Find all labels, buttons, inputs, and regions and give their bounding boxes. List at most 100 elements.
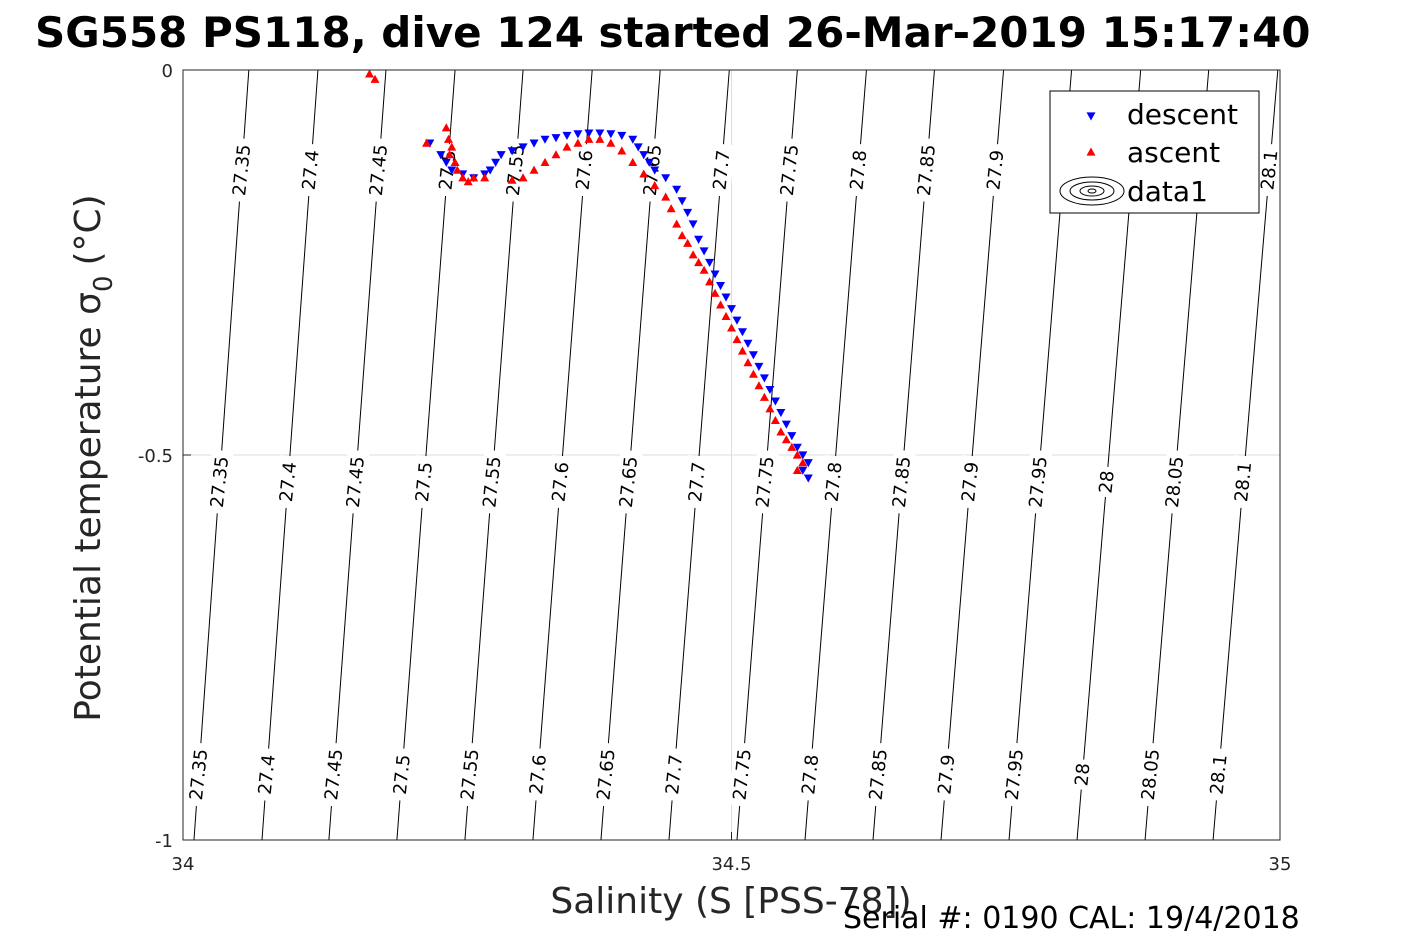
contour-label-27.95-row-1: 27.95	[1023, 449, 1053, 515]
y-axis-label-subscript: 0	[89, 275, 119, 292]
contour-label-bg	[205, 449, 234, 515]
contour-label-27.5-row-1: 27.5	[410, 454, 438, 509]
legend-marker-ascent	[1086, 147, 1096, 156]
descent-point-46	[776, 409, 786, 418]
descent-point-13	[540, 135, 550, 144]
contour-label-text: 28.1	[1207, 754, 1232, 796]
ascent-point-28	[666, 204, 676, 213]
ascent-point-6	[445, 150, 455, 159]
x-tick-label-1: 34.5	[711, 854, 751, 875]
contour-label-text: 27.8	[798, 754, 823, 796]
contour-label-27.7-row-1: 27.7	[683, 454, 711, 509]
contour-label-28.05-row-1: 28.05	[1160, 449, 1189, 515]
chart-title: SG558 PS118, dive 124 started 26-Mar-201…	[35, 8, 1311, 57]
contour-label-bg	[253, 747, 281, 802]
contour-label-bg	[981, 143, 1010, 198]
ascent-point-16	[540, 157, 550, 166]
contour-label-bg	[707, 143, 736, 198]
descent-point-41	[748, 351, 758, 360]
contour-label-bg	[1204, 747, 1233, 802]
y-axis-label-unit: (°C)	[68, 194, 109, 265]
contour-label-27.7-row-2: 27.7	[660, 747, 688, 802]
contour-label-bg	[614, 449, 643, 515]
ascent-point-31	[683, 238, 693, 247]
contour-label-bg	[844, 143, 873, 198]
y-axis-label: Potential temperature σ0 (°C)	[68, 194, 119, 721]
ascent-point-19	[573, 138, 583, 147]
legend-marker-descent	[1086, 112, 1096, 121]
ascent-point-33	[694, 258, 704, 267]
contour-label-text: 27.9	[934, 754, 959, 796]
ascent-point-40	[732, 335, 742, 344]
ascent-point-45	[759, 392, 769, 401]
ascent-point-51	[792, 450, 802, 459]
ascent-point-39	[727, 323, 736, 332]
ascent-point-47	[770, 415, 780, 424]
descent-point-26	[661, 174, 671, 183]
contour-label-bg	[274, 454, 302, 509]
ascent-point-52	[798, 458, 808, 467]
contour-line-27.6	[532, 69, 593, 841]
contour-line-27.7	[668, 69, 730, 841]
x-tick-label-0: 34	[172, 854, 195, 875]
descent-point-24	[644, 158, 654, 167]
contour-label-27.45-row-0: 27.45	[364, 137, 393, 203]
contour-label-28.1-row-0: 28.1	[1255, 143, 1284, 198]
ascent-point-17	[551, 150, 561, 159]
contour-label-bg	[864, 742, 893, 808]
contour-label-text: 27.7	[662, 754, 687, 796]
contour-label-bg	[819, 454, 848, 509]
ascent-point-37	[716, 300, 726, 309]
ascent-point-25	[639, 169, 649, 178]
ascent-point-49	[781, 435, 791, 444]
ascent-point-44	[754, 381, 764, 390]
contour-label-text: 27.8	[822, 461, 847, 503]
contour-label-bg	[750, 449, 780, 515]
ascent-point-46	[765, 404, 775, 413]
ascent-point-34	[699, 265, 709, 274]
descent-point-16	[573, 130, 583, 139]
descent-point-19	[606, 130, 616, 139]
axis-ticks: 34 34.5 35 0 -0.5 -1	[138, 61, 1292, 875]
legend-marker-data1	[1059, 176, 1125, 206]
contour-label-bg	[932, 747, 960, 802]
contour-label-27.8-row-1: 27.8	[819, 454, 848, 509]
ascent-point-38	[721, 311, 731, 320]
descent-point-33	[705, 258, 715, 267]
contour-label-bg	[1229, 454, 1257, 509]
descent-point-8	[491, 158, 501, 167]
contour-label-bg	[319, 742, 348, 808]
contour-label-27.6-row-2: 27.6	[524, 747, 552, 802]
contour-label-text: 27.8	[846, 149, 871, 191]
contour-line-28.1	[1212, 69, 1279, 841]
contour-label-27.4-row-1: 27.4	[274, 454, 302, 509]
descent-point-35	[716, 282, 726, 291]
legend-label-descent: descent	[1127, 98, 1238, 131]
descent-point-53	[803, 474, 813, 483]
contour-label-text: 28	[1071, 762, 1094, 787]
contour-label-bg	[388, 747, 416, 802]
descent-point-47	[781, 420, 791, 429]
contour-label-text: 27.4	[299, 149, 324, 191]
ascent-point-18	[562, 142, 572, 151]
descent-point-52	[798, 466, 808, 475]
descent-point-23	[639, 151, 649, 160]
descent-point-1	[436, 151, 446, 160]
ascent-point-10	[463, 177, 473, 186]
contour-label-bg	[912, 137, 941, 203]
descent-point-15	[562, 131, 572, 140]
contour-label-bg	[775, 137, 804, 203]
ascent-point-53	[792, 465, 802, 474]
descent-point-40	[743, 339, 753, 348]
contour-label-27.7-row-0: 27.7	[707, 143, 736, 198]
descent-point-2	[441, 158, 451, 167]
ascent-point-23	[617, 146, 627, 155]
ascent-point-8	[452, 165, 462, 174]
ascent-point-43	[748, 369, 758, 378]
contour-label-text: 28.1	[1231, 461, 1256, 503]
ascent-point-5	[447, 142, 457, 151]
descent-point-49	[792, 443, 802, 452]
contour-label-text: 27.7	[685, 461, 710, 503]
contour-label-bg	[501, 137, 530, 203]
